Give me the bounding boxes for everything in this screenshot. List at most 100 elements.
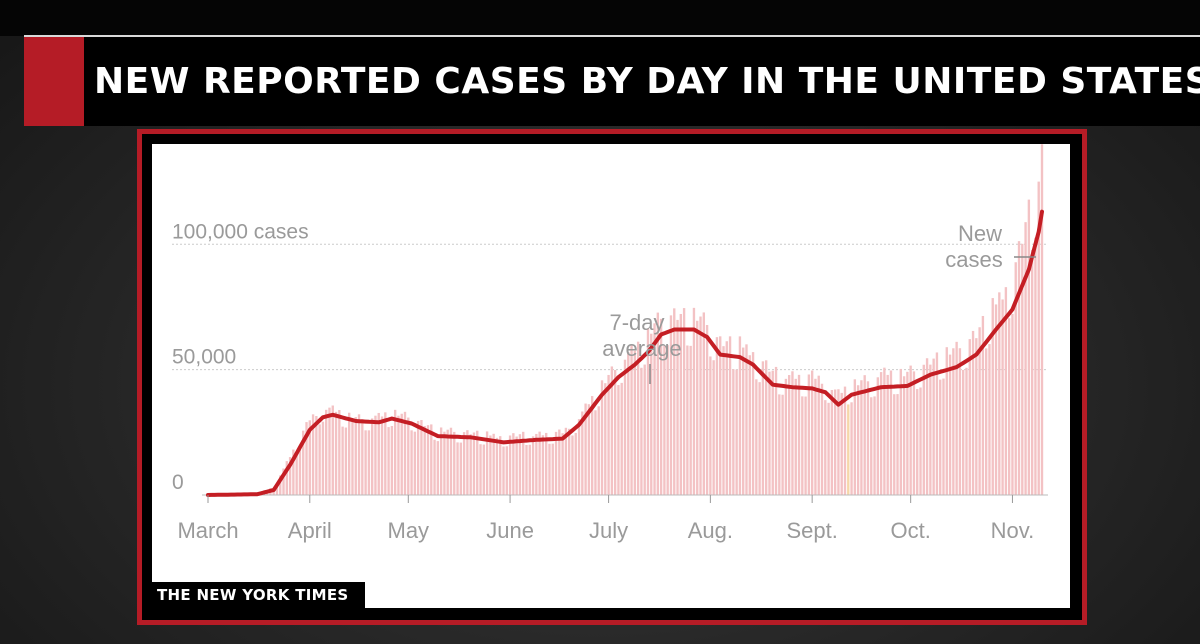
case-bar: [912, 371, 916, 495]
case-bar: [676, 319, 679, 495]
case-bar: [643, 364, 646, 495]
case-bar: [712, 360, 715, 495]
annotation-new-line1: New: [958, 221, 1002, 246]
case-bar: [361, 419, 364, 495]
y-tick-label: 50,000: [172, 346, 236, 369]
case-bar: [1021, 243, 1024, 495]
case-bar: [653, 323, 656, 495]
annotation-7day-line1: 7-day: [609, 310, 664, 335]
case-bar: [469, 434, 472, 495]
source-credit: THE NEW YORK TIMES: [147, 582, 365, 608]
x-tick-label: July: [589, 518, 628, 543]
case-bar: [879, 372, 883, 495]
case-bar: [485, 431, 489, 495]
case-bar: [554, 431, 558, 495]
case-bar: [522, 431, 525, 495]
case-bar: [817, 375, 820, 495]
case-bar: [929, 364, 932, 495]
case-bar: [673, 308, 676, 495]
case-bar: [308, 420, 311, 495]
x-tick-label: Aug.: [688, 518, 733, 543]
case-bar: [774, 366, 778, 495]
case-bar: [288, 457, 292, 495]
case-bar: [922, 364, 925, 495]
case-bar: [935, 352, 939, 495]
case-bar: [755, 379, 758, 495]
case-bar: [679, 313, 683, 495]
case-bar: [725, 341, 728, 495]
case-bar: [574, 432, 577, 495]
case-bar: [292, 449, 295, 495]
case-bar: [742, 347, 745, 495]
case-bar: [334, 411, 338, 495]
case-bar: [866, 381, 870, 495]
case-bar: [715, 337, 719, 495]
case-bar: [1014, 262, 1017, 495]
case-bar: [847, 404, 850, 495]
case-bar: [801, 396, 804, 495]
case-bar: [955, 341, 958, 495]
case-bar: [584, 403, 587, 495]
case-bar: [600, 380, 604, 495]
case-bar: [623, 359, 627, 495]
case-bar: [787, 375, 791, 495]
case-bar: [472, 432, 476, 495]
case-bar: [328, 407, 331, 495]
case-bar: [1017, 241, 1021, 495]
case-bar: [804, 396, 807, 495]
case-bar: [988, 344, 991, 495]
case-bar: [666, 345, 669, 495]
case-bar: [948, 354, 952, 495]
case-bar: [883, 367, 886, 495]
case-bar: [843, 386, 847, 495]
case-bar: [387, 427, 390, 495]
case-bar: [797, 374, 801, 495]
case-bar: [305, 422, 308, 495]
case-bar: [597, 406, 600, 495]
case-bar: [994, 304, 998, 495]
case-bar: [495, 437, 499, 495]
case-bar: [479, 444, 482, 495]
case-bar: [758, 382, 761, 495]
case-bar: [873, 396, 876, 495]
case-bar: [567, 428, 571, 495]
case-bar: [390, 426, 394, 495]
case-bar: [279, 475, 282, 495]
case-bar: [771, 370, 774, 495]
case-bar: [400, 413, 403, 495]
case-bar: [627, 352, 630, 495]
case-bar: [344, 427, 348, 495]
case-bar: [827, 402, 830, 495]
case-bar: [984, 348, 988, 495]
case-bar: [640, 367, 643, 495]
case-bar: [732, 369, 735, 495]
case-bar: [407, 417, 410, 495]
case-bar: [971, 330, 975, 495]
case-bar: [315, 416, 318, 495]
case-bar: [663, 345, 666, 495]
case-bar: [692, 307, 696, 495]
case-bar: [728, 336, 732, 495]
case-bar: [856, 385, 860, 495]
case-bar: [423, 426, 426, 495]
case-bar: [410, 430, 413, 495]
x-tick-label: April: [288, 518, 332, 543]
case-bar: [807, 374, 811, 495]
case-bar: [886, 374, 889, 495]
case-bar: [765, 360, 768, 495]
case-bar: [794, 378, 797, 495]
case-bar: [870, 397, 873, 495]
case-bar: [925, 358, 929, 495]
case-bar: [896, 394, 899, 495]
case-bar: [515, 436, 518, 495]
line-layer: [206, 209, 1044, 497]
case-bar: [528, 444, 531, 495]
case-bar: [709, 356, 712, 495]
case-bar: [466, 430, 469, 495]
case-bar: [705, 325, 709, 495]
case-bar: [325, 409, 328, 495]
x-tick-label: Oct.: [890, 518, 930, 543]
case-bar: [939, 379, 942, 495]
case-bar: [1004, 287, 1008, 495]
case-bar: [348, 412, 351, 495]
